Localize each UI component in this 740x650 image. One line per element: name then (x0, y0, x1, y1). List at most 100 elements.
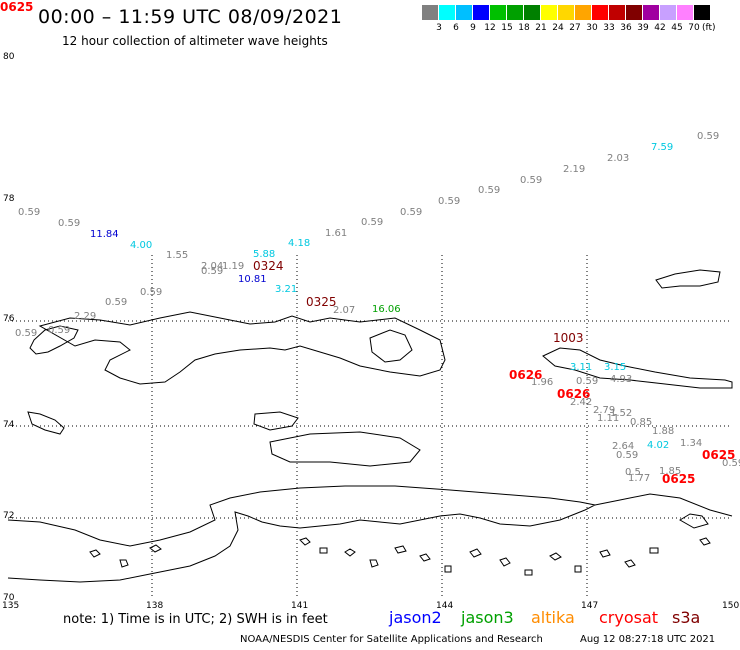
wave-height-value: 1.61 (325, 228, 348, 239)
scale-swatch (694, 5, 710, 20)
scale-unit: (ft) (702, 23, 716, 33)
lon-label-150: 150 (722, 601, 740, 611)
wave-height-value: 0.59 (140, 287, 163, 298)
scale-swatch (490, 5, 506, 20)
wave-height-value: 0.59 (15, 328, 38, 339)
wave-height-value: 0.59 (722, 458, 740, 469)
scale-swatch (558, 5, 574, 20)
scale-swatch (507, 5, 523, 20)
scale-label: 15 (501, 23, 513, 33)
scale-label: 42 (654, 23, 666, 33)
wave-height-value: 1.55 (166, 250, 189, 261)
delta-islands (89, 513, 711, 576)
wave-height-value: 10.81 (238, 274, 267, 285)
scale-label: 45 (671, 23, 683, 33)
wave-height-value: 2.07 (333, 305, 356, 316)
scale-label: 70 (688, 23, 700, 33)
wave-height-value: 0325 (306, 295, 337, 309)
wave-height-value: 3.11 (570, 362, 593, 373)
island-northeast (655, 269, 721, 289)
generated-timestamp: Aug 12 08:27:18 UTC 2021 (580, 634, 716, 645)
wave-height-value: 1003 (553, 331, 584, 345)
wave-height-value: 2.03 (607, 153, 630, 164)
wave-height-value: 2.19 (563, 164, 586, 175)
satellite-s3a: s3a (672, 608, 701, 627)
wave-height-value: 2.79 (593, 405, 616, 416)
scale-swatch (575, 5, 591, 20)
credit-text: NOAA/NESDIS Center for Satellite Applica… (240, 634, 543, 645)
lat-label-70: 70 (3, 593, 15, 603)
scale-swatch (592, 5, 608, 20)
scale-label: 18 (518, 23, 530, 33)
scale-label: 12 (484, 23, 496, 33)
wave-height-value: 4.18 (288, 238, 311, 249)
wave-height-value: 1.19 (222, 261, 245, 272)
wave-height-value: 2.42 (570, 397, 593, 408)
wave-height-value: 0.59 (48, 325, 71, 336)
wave-height-value: 0.59 (438, 196, 461, 207)
wave-height-value: 16.06 (372, 304, 401, 315)
scale-swatch (609, 5, 625, 20)
island-kotelny (38, 311, 446, 385)
wave-height-value: 1.85 (659, 466, 682, 477)
lon-label-138: 138 (146, 601, 164, 611)
scale-label: 30 (586, 23, 598, 33)
scale-label: 3 (436, 23, 442, 33)
wave-height-value: 4.93 (610, 374, 633, 385)
wave-height-value: 2.04 (201, 261, 224, 272)
scale-label: 33 (603, 23, 615, 33)
wave-height-value: 11.84 (90, 229, 119, 240)
wave-height-value: 0.5 (625, 467, 641, 478)
wave-height-value: 0.59 (105, 297, 128, 308)
lon-label-147: 147 (581, 601, 599, 611)
wave-height-value: 4.00 (130, 240, 153, 251)
island-bennett (269, 431, 421, 467)
satellite-altika: altika (531, 608, 575, 627)
satellite-jason2: jason2 (389, 608, 442, 627)
wave-height-value: 0.59 (400, 207, 423, 218)
wave-height-value: 1.88 (652, 426, 675, 437)
wave-height-value: 0625 (662, 472, 696, 486)
lat-label-72: 72 (3, 511, 15, 521)
wave-height-value: 3.21 (275, 284, 298, 295)
wave-height-value: 0.59 (201, 266, 224, 277)
wave-height-value: 5.88 (253, 249, 276, 260)
graticule (8, 255, 732, 598)
wave-height-value: 0324 (253, 259, 284, 273)
lat-label-80: 80 (3, 52, 15, 62)
wave-height-value: 2.64 (612, 441, 635, 452)
scale-swatch (456, 5, 472, 20)
lon-label-141: 141 (291, 601, 309, 611)
map-subtitle: 12 hour collection of altimeter wave hei… (62, 34, 328, 48)
lat-label-76: 76 (3, 314, 15, 324)
scale-swatch (677, 5, 693, 20)
lat-label-78: 78 (3, 194, 15, 204)
scale-swatch (524, 5, 540, 20)
scale-label: 36 (620, 23, 632, 33)
mainland-coast (7, 485, 597, 583)
wave-height-value: 2.29 (74, 311, 97, 322)
scale-label: 21 (535, 23, 547, 33)
wave-height-value: 0.59 (58, 218, 81, 229)
scale-swatch (643, 5, 659, 20)
wave-height-value: 0.85 (630, 417, 653, 428)
mainland-coast-east (594, 493, 733, 517)
wave-height-value: 0.59 (616, 450, 639, 461)
wave-height-value: 0626 (557, 387, 591, 401)
wave-height-value: 3.15 (604, 362, 627, 373)
wave-height-value: 0625 (0, 0, 34, 14)
satellite-cryosat: cryosat (599, 608, 659, 627)
island-bay (369, 329, 413, 363)
island-small-2 (253, 411, 299, 431)
scale-swatch (422, 5, 438, 20)
scale-label: 39 (637, 23, 649, 33)
lon-label-144: 144 (436, 601, 454, 611)
wave-height-value: 4.02 (647, 440, 670, 451)
scale-label: 24 (552, 23, 564, 33)
scale-swatch (473, 5, 489, 20)
map-title: 00:00 – 11:59 UTC 08/09/2021 (38, 6, 343, 28)
wave-height-value: 1.34 (680, 438, 703, 449)
scale-swatch (439, 5, 455, 20)
scale-swatch (626, 5, 642, 20)
